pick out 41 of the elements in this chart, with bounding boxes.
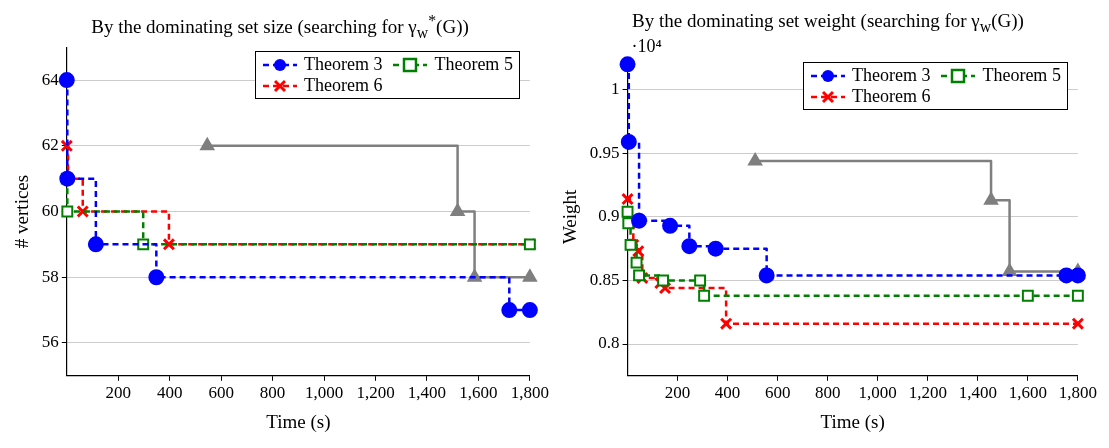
y-tick-label: 64 <box>41 69 60 89</box>
x-tick-label: 1,600 <box>1008 383 1047 403</box>
x-tick-label: 1,800 <box>1058 383 1097 403</box>
x-tick-label: 800 <box>814 383 841 403</box>
y-tick-label: 0.95 <box>589 142 620 162</box>
x-tick-label: 800 <box>259 383 286 403</box>
legend-label: Theorem 6 <box>851 86 931 107</box>
y-tick-label: 0.9 <box>598 206 620 226</box>
chart-title: By the dominating set size (searching for γ$_{w}$$^{*}$(G)) <box>90 11 470 42</box>
legend-label: Theorem 6 <box>303 75 383 97</box>
x-tick-label: 1,200 <box>908 383 947 403</box>
y-tick-label: 0.85 <box>589 269 620 289</box>
x-tick-label: 1,000 <box>858 383 897 403</box>
y-tick-label: 60 <box>41 200 59 220</box>
x-tick-label: 200 <box>105 383 131 403</box>
y-tick-label: 58 <box>41 266 59 286</box>
x-tick-label: 400 <box>156 383 183 403</box>
y-tick-label: 1 <box>611 79 620 99</box>
x-axis-title: Time (s) <box>820 410 885 433</box>
y-axis-title: # vertices <box>11 174 33 249</box>
text: ·10⁴ <box>631 35 662 56</box>
x-tick-label: 1,800 <box>510 383 549 403</box>
x-tick-label: 200 <box>664 383 691 403</box>
y-tick-label: 62 <box>41 135 59 155</box>
x-tick-label: 1,600 <box>459 383 498 403</box>
x-tick-label: 1,200 <box>356 383 395 403</box>
x-tick-label: 600 <box>208 383 234 403</box>
x-tick-label: 1,400 <box>407 383 447 403</box>
y-tick-label: 56 <box>41 332 59 352</box>
legend-label: Theorem 5 <box>982 65 1061 86</box>
legend-label: Theorem 3 <box>303 54 383 76</box>
y-tick-label: 0.8 <box>598 333 620 353</box>
x-axis-title: Time (s) <box>266 410 331 433</box>
x-tick-label: 600 <box>764 383 791 403</box>
chart-title: By the dominating set weight (searching for γ$_{w}$(G)) <box>631 9 1025 35</box>
legend-label: Theorem 5 <box>434 54 513 76</box>
legend-label: Theorem 3 <box>851 65 931 86</box>
x-tick-label: 1,400 <box>958 383 997 403</box>
x-tick-label: 1,000 <box>304 383 344 403</box>
y-axis-title: Weight <box>559 188 581 245</box>
x-tick-label: 400 <box>714 383 741 403</box>
